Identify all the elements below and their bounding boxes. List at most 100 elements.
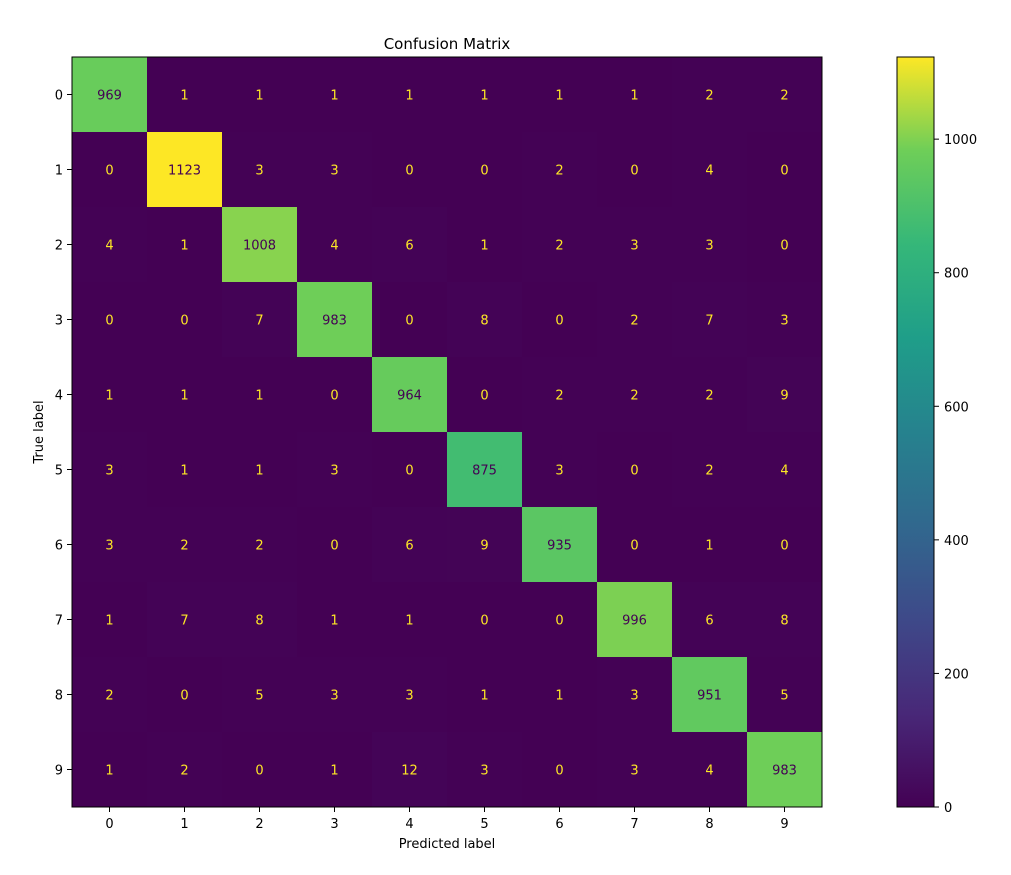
heatmap-cell <box>597 357 673 433</box>
y-tick-label: 3 <box>55 314 63 329</box>
heatmap-cell <box>222 132 298 208</box>
cell-value-label: 2 <box>630 389 638 404</box>
heatmap-cell <box>297 732 373 808</box>
cell-value-label: 4 <box>105 239 113 254</box>
cell-value-label: 0 <box>630 464 638 479</box>
heatmap-cell <box>747 582 823 658</box>
cell-value-label: 1 <box>180 464 188 479</box>
x-tick-label: 2 <box>255 817 263 832</box>
heatmap-cell <box>447 732 523 808</box>
heatmap-cell <box>147 132 223 208</box>
cell-value-label: 1 <box>255 389 263 404</box>
heatmap-cell <box>672 507 748 583</box>
heatmap-cell <box>522 507 598 583</box>
heatmap-cell <box>372 432 448 508</box>
heatmap-cell <box>522 657 598 733</box>
y-tick-label: 7 <box>55 614 63 629</box>
cell-value-label: 1123 <box>168 164 201 179</box>
cell-value-label: 4 <box>330 239 338 254</box>
y-tick-label: 1 <box>55 164 63 179</box>
heatmap-cell <box>147 357 223 433</box>
cell-value-label: 0 <box>330 389 338 404</box>
heatmap-cell <box>222 282 298 358</box>
heatmap-cell <box>372 357 448 433</box>
heatmap-cell <box>372 657 448 733</box>
heatmap-cell <box>72 132 148 208</box>
heatmap-cell <box>297 507 373 583</box>
heatmap-cell <box>597 507 673 583</box>
heatmap-cell <box>747 732 823 808</box>
cell-value-label: 7 <box>180 614 188 629</box>
cell-value-label: 1 <box>705 539 713 554</box>
cell-value-label: 12 <box>401 764 418 779</box>
heatmap-cell <box>447 432 523 508</box>
heatmap-cells <box>72 57 823 808</box>
heatmap-cell <box>672 357 748 433</box>
heatmap-cell <box>672 582 748 658</box>
heatmap-cell <box>522 432 598 508</box>
cell-value-label: 1008 <box>243 239 276 254</box>
colorbar-tick-label: 800 <box>944 267 969 282</box>
cell-value-label: 1 <box>330 764 338 779</box>
heatmap-cell <box>522 357 598 433</box>
heatmap-cell <box>522 732 598 808</box>
heatmap-cell <box>147 732 223 808</box>
cell-value-label: 0 <box>780 239 788 254</box>
cell-value-label: 1 <box>480 89 488 104</box>
cell-value-label: 3 <box>105 539 113 554</box>
plot-frame <box>71 56 823 808</box>
heatmap-cell <box>72 507 148 583</box>
heatmap-cell <box>597 132 673 208</box>
heatmap-cell <box>372 582 448 658</box>
heatmap-cell <box>597 207 673 283</box>
cell-value-label: 0 <box>555 314 563 329</box>
heatmap-cell <box>72 357 148 433</box>
heatmap-cell <box>672 132 748 208</box>
cell-value-label: 0 <box>255 764 263 779</box>
cell-value-label: 3 <box>405 689 413 704</box>
heatmap-cell <box>522 582 598 658</box>
cell-value-label: 983 <box>322 314 347 329</box>
cell-value-label: 0 <box>105 314 113 329</box>
heatmap-cell <box>72 582 148 658</box>
colorbar-tick-label: 600 <box>944 400 969 415</box>
cell-value-label: 996 <box>622 614 647 629</box>
cell-value-label: 2 <box>555 239 563 254</box>
heatmap-cell <box>522 132 598 208</box>
heatmap-cell <box>222 357 298 433</box>
cell-value-label: 6 <box>405 239 413 254</box>
cell-value-label: 2 <box>255 539 263 554</box>
cell-value-label: 0 <box>405 464 413 479</box>
heatmap-cell <box>447 132 523 208</box>
heatmap-cell <box>222 657 298 733</box>
heatmap-cell <box>747 207 823 283</box>
cell-value-label: 1 <box>330 89 338 104</box>
cell-value-label: 2 <box>180 764 188 779</box>
cell-value-label: 0 <box>780 539 788 554</box>
heatmap-cell <box>747 282 823 358</box>
cell-value-label: 1 <box>105 614 113 629</box>
heatmap-cell <box>72 282 148 358</box>
y-axis-label: True label <box>32 400 47 464</box>
cell-value-label: 3 <box>255 164 263 179</box>
cell-value-label: 0 <box>330 539 338 554</box>
colorbar-tick-label: 0 <box>944 801 952 816</box>
cell-value-label: 3 <box>330 164 338 179</box>
cell-value-label: 2 <box>180 539 188 554</box>
heatmap-cell <box>597 657 673 733</box>
heatmap-cell <box>597 732 673 808</box>
y-tick-label: 8 <box>55 689 63 704</box>
cell-value-label: 1 <box>405 89 413 104</box>
cell-value-label: 0 <box>105 164 113 179</box>
heatmap-cell <box>447 282 523 358</box>
cell-value-label: 2 <box>705 89 713 104</box>
chart-title: Confusion Matrix <box>384 35 511 53</box>
heatmap-cell <box>297 57 373 133</box>
heatmap-cell <box>147 432 223 508</box>
heatmap-cell <box>747 507 823 583</box>
x-axis-label: Predicted label <box>399 837 496 852</box>
cell-value-label: 935 <box>547 539 572 554</box>
cell-value-label: 8 <box>480 314 488 329</box>
heatmap-cell <box>747 132 823 208</box>
heatmap-cell <box>447 582 523 658</box>
